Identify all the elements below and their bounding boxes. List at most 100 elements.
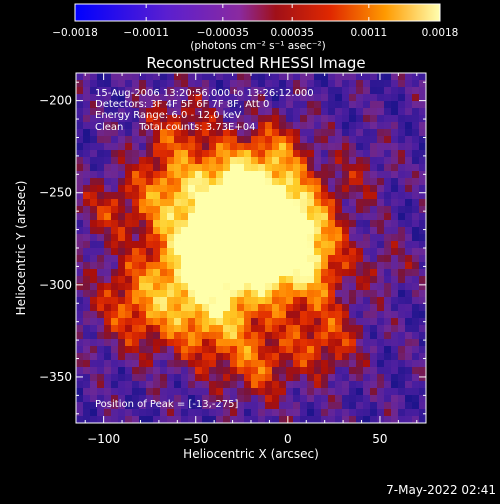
heatmap-cell — [125, 416, 133, 424]
heatmap-cell — [328, 171, 336, 179]
y-tick-label: −250 — [39, 186, 72, 200]
heatmap-cell — [230, 318, 238, 326]
heatmap-cell — [216, 402, 224, 410]
heatmap-cell — [293, 416, 301, 424]
heatmap-cell — [258, 360, 266, 368]
heatmap-cell — [314, 80, 322, 88]
heatmap-cell — [265, 234, 273, 242]
heatmap-cell — [90, 213, 98, 221]
heatmap-cell — [139, 311, 147, 319]
heatmap-cell — [419, 108, 427, 116]
heatmap-cell — [97, 115, 105, 123]
heatmap-cell — [419, 248, 427, 256]
heatmap-cell — [167, 143, 175, 151]
heatmap-cell — [349, 325, 357, 333]
heatmap-cell — [412, 227, 420, 235]
heatmap-cell — [314, 206, 322, 214]
heatmap-cell — [230, 276, 238, 284]
heatmap-cell — [258, 115, 266, 123]
heatmap-cell — [307, 388, 315, 396]
heatmap-cell — [279, 94, 287, 102]
heatmap-cell — [181, 381, 189, 389]
heatmap-cell — [356, 255, 364, 263]
heatmap-cell — [391, 416, 399, 424]
heatmap-cell — [335, 339, 343, 347]
heatmap-cell — [90, 129, 98, 137]
heatmap-cell — [188, 325, 196, 333]
heatmap-cell — [160, 339, 168, 347]
heatmap-cell — [384, 80, 392, 88]
heatmap-cell — [237, 339, 245, 347]
heatmap-cell — [202, 297, 210, 305]
heatmap-cell — [286, 234, 294, 242]
heatmap-cell — [104, 262, 112, 270]
heatmap-cell — [335, 353, 343, 361]
heatmap-cell — [419, 101, 427, 109]
heatmap-cell — [146, 108, 154, 116]
heatmap-cell — [125, 325, 133, 333]
heatmap-cell — [111, 171, 119, 179]
heatmap-cell — [111, 311, 119, 319]
heatmap-cell — [195, 234, 203, 242]
heatmap-cell — [349, 178, 357, 186]
heatmap-cell — [349, 143, 357, 151]
heatmap-cell — [97, 213, 105, 221]
heatmap-cell — [188, 332, 196, 340]
heatmap-cell — [216, 164, 224, 172]
heatmap-cell — [83, 241, 91, 249]
heatmap-cell — [195, 129, 203, 137]
heatmap-cell — [314, 136, 322, 144]
heatmap-cell — [97, 199, 105, 207]
heatmap-cell — [230, 164, 238, 172]
heatmap-cell — [216, 283, 224, 291]
heatmap-cell — [293, 255, 301, 263]
heatmap-cell — [363, 346, 371, 354]
heatmap-cell — [314, 367, 322, 375]
heatmap-cell — [405, 388, 413, 396]
heatmap-cell — [174, 101, 182, 109]
heatmap-cell — [265, 311, 273, 319]
heatmap-cell — [202, 206, 210, 214]
heatmap-cell — [223, 269, 231, 277]
heatmap-cell — [195, 374, 203, 382]
heatmap-cell — [188, 136, 196, 144]
heatmap-cell — [314, 143, 322, 151]
heatmap-cell — [139, 283, 147, 291]
heatmap-cell — [90, 318, 98, 326]
heatmap-cell — [111, 290, 119, 298]
heatmap-cell — [272, 192, 280, 200]
heatmap-cell — [349, 150, 357, 158]
heatmap-cell — [97, 185, 105, 193]
heatmap-cell — [146, 290, 154, 298]
heatmap-cell — [153, 255, 161, 263]
heatmap-cell — [97, 220, 105, 228]
heatmap-cell — [384, 199, 392, 207]
heatmap-cell — [195, 304, 203, 312]
heatmap-cell — [405, 276, 413, 284]
heatmap-cell — [307, 150, 315, 158]
heatmap-cell — [237, 185, 245, 193]
heatmap-cell — [202, 311, 210, 319]
heatmap-cell — [223, 325, 231, 333]
heatmap-cell — [230, 206, 238, 214]
heatmap-cell — [251, 255, 259, 263]
heatmap-cell — [83, 94, 91, 102]
heatmap-cell — [342, 157, 350, 165]
heatmap-cell — [146, 360, 154, 368]
heatmap-cell — [370, 332, 378, 340]
heatmap-cell — [321, 206, 329, 214]
heatmap-cell — [76, 381, 84, 389]
heatmap-cell — [111, 227, 119, 235]
heatmap-cell — [363, 283, 371, 291]
heatmap-cell — [286, 171, 294, 179]
heatmap-cell — [244, 122, 252, 130]
heatmap-cell — [370, 171, 378, 179]
heatmap-cell — [321, 129, 329, 137]
heatmap-cell — [146, 276, 154, 284]
heatmap-cell — [265, 332, 273, 340]
heatmap-cell — [237, 353, 245, 361]
heatmap-cell — [412, 73, 420, 81]
heatmap-cell — [321, 143, 329, 151]
heatmap-cell — [314, 388, 322, 396]
heatmap-cell — [139, 290, 147, 298]
